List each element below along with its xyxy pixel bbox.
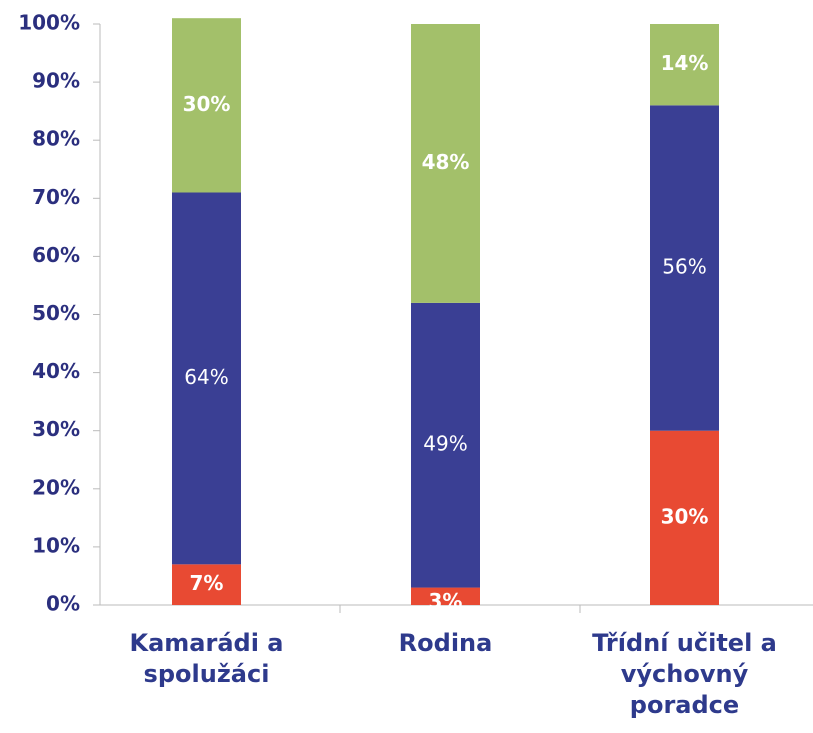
bar-segment [411, 302, 480, 588]
bar-segment [172, 192, 241, 565]
bar-segment [650, 24, 719, 106]
data-label: 56% [662, 255, 706, 279]
y-tick-label: 40% [32, 359, 80, 383]
bar-segment [172, 564, 241, 605]
y-tick-label: 100% [18, 11, 80, 35]
data-label: 49% [423, 432, 467, 456]
data-label: 3% [429, 589, 463, 613]
bar-segment [172, 18, 241, 193]
y-tick-label: 20% [32, 475, 80, 499]
data-label: 30% [183, 92, 231, 116]
bar-segment [650, 430, 719, 605]
x-tick-label: Kamarádi a spolužáci [129, 629, 284, 688]
bar-segment [411, 24, 480, 303]
data-label: 7% [190, 571, 224, 595]
data-label: 64% [184, 365, 228, 389]
data-label: 30% [661, 504, 709, 528]
data-label: 14% [661, 51, 709, 75]
y-tick-label: 10% [32, 533, 80, 557]
y-tick-label: 50% [32, 301, 80, 325]
x-tick-label: Třídní učitel a výchovný poradce [592, 629, 777, 719]
y-tick-label: 80% [32, 127, 80, 151]
data-label: 48% [422, 150, 470, 174]
y-tick-label: 60% [32, 243, 80, 267]
y-tick-label: 30% [32, 417, 80, 441]
bar-segment [650, 105, 719, 431]
bar-segment [411, 587, 480, 605]
y-tick-label: 70% [32, 185, 80, 209]
y-tick-label: 90% [32, 69, 80, 93]
x-tick-label: Rodina [398, 629, 493, 657]
y-tick-label: 0% [46, 592, 80, 616]
